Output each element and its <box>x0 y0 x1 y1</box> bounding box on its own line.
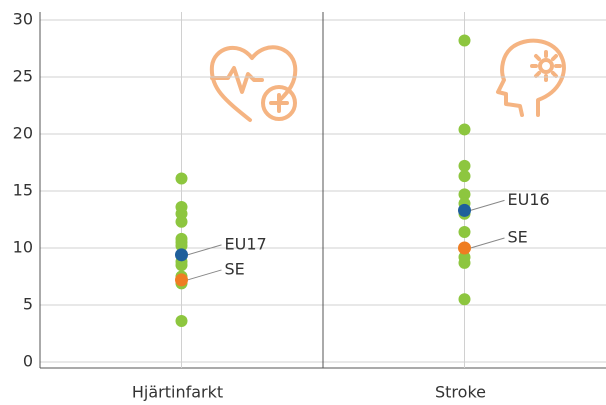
dot <box>458 256 471 269</box>
highlight-dot <box>175 273 188 287</box>
x-tick-label: Hjärtinfarkt <box>132 383 223 402</box>
dot <box>458 226 471 239</box>
head-icon <box>496 38 566 117</box>
leader-line <box>470 199 505 211</box>
heart-icon <box>209 45 298 122</box>
x-tick-label: Stroke <box>435 383 486 402</box>
highlight-label: SE <box>508 228 528 247</box>
dot <box>458 293 471 306</box>
highlight-dot <box>175 248 188 262</box>
dot <box>458 170 471 183</box>
dot <box>175 239 188 252</box>
dot <box>458 123 471 136</box>
y-tick-label: 25 <box>13 67 33 86</box>
highlight-dot <box>458 241 471 255</box>
y-tick-label: 30 <box>13 10 33 29</box>
dot <box>175 172 188 185</box>
highlight-label: SE <box>225 259 245 278</box>
highlight-label: EU17 <box>225 234 267 253</box>
leader-line <box>187 244 222 256</box>
dot <box>458 159 471 172</box>
dot <box>175 314 188 327</box>
dot <box>175 259 188 272</box>
leader-line <box>187 269 222 281</box>
dot <box>458 34 471 47</box>
leader-line <box>470 237 505 249</box>
highlight-dot <box>458 203 471 217</box>
highlight-label: EU16 <box>508 190 550 209</box>
y-tick-label: 20 <box>13 124 33 143</box>
dot <box>175 215 188 228</box>
y-tick-label: 15 <box>13 181 33 200</box>
y-tick-label: 10 <box>13 238 33 257</box>
dot <box>458 188 471 201</box>
y-tick-label: 5 <box>23 295 33 314</box>
y-tick-label: 0 <box>23 352 33 371</box>
